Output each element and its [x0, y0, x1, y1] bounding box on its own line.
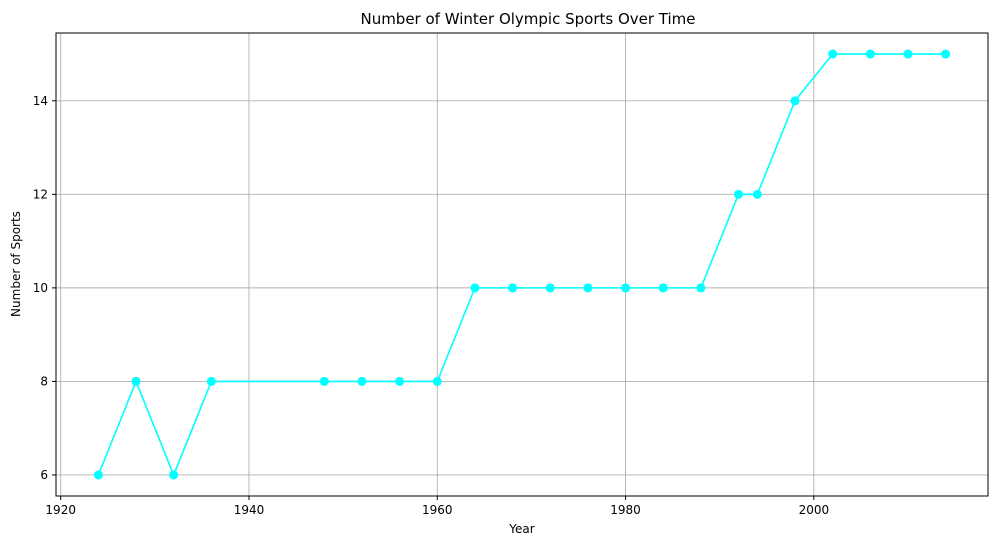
y-axis: 6 8 10 12 14: [33, 94, 56, 482]
x-axis-label: Year: [508, 522, 534, 536]
data-point: [432, 376, 442, 386]
data-point: [583, 283, 593, 293]
data-point: [545, 283, 555, 293]
series: [93, 49, 951, 480]
y-tick-label: 10: [33, 281, 48, 295]
plot-frame: [55, 32, 989, 497]
data-point: [790, 96, 800, 106]
data-point: [658, 283, 668, 293]
data-point: [395, 376, 405, 386]
data-point: [319, 376, 329, 386]
data-point: [941, 49, 951, 59]
y-tick-label: 6: [40, 468, 48, 482]
data-point: [696, 283, 706, 293]
x-axis: 1920 1940 1960 1980 2000: [45, 496, 829, 517]
data-point: [903, 49, 913, 59]
data-point: [131, 376, 141, 386]
data-point: [206, 376, 216, 386]
y-tick-label: 12: [33, 187, 48, 201]
grid: [56, 33, 988, 496]
data-point: [621, 283, 631, 293]
x-tick-label: 1940: [234, 503, 265, 517]
y-tick-label: 8: [40, 374, 48, 388]
x-tick-label: 2000: [799, 503, 830, 517]
data-point: [357, 376, 367, 386]
data-point: [508, 283, 518, 293]
data-point: [734, 189, 744, 199]
data-point: [828, 49, 838, 59]
data-point: [865, 49, 875, 59]
y-tick-label: 14: [33, 94, 48, 108]
x-tick-label: 1980: [610, 503, 641, 517]
x-tick-label: 1920: [45, 503, 76, 517]
data-point: [93, 470, 103, 480]
data-point: [752, 189, 762, 199]
y-axis-label: Number of Sports: [9, 211, 23, 317]
chart-title: Number of Winter Olympic Sports Over Tim…: [360, 10, 695, 28]
x-tick-label: 1960: [422, 503, 453, 517]
data-point: [470, 283, 480, 293]
data-point: [169, 470, 179, 480]
series-line: [97, 53, 946, 478]
